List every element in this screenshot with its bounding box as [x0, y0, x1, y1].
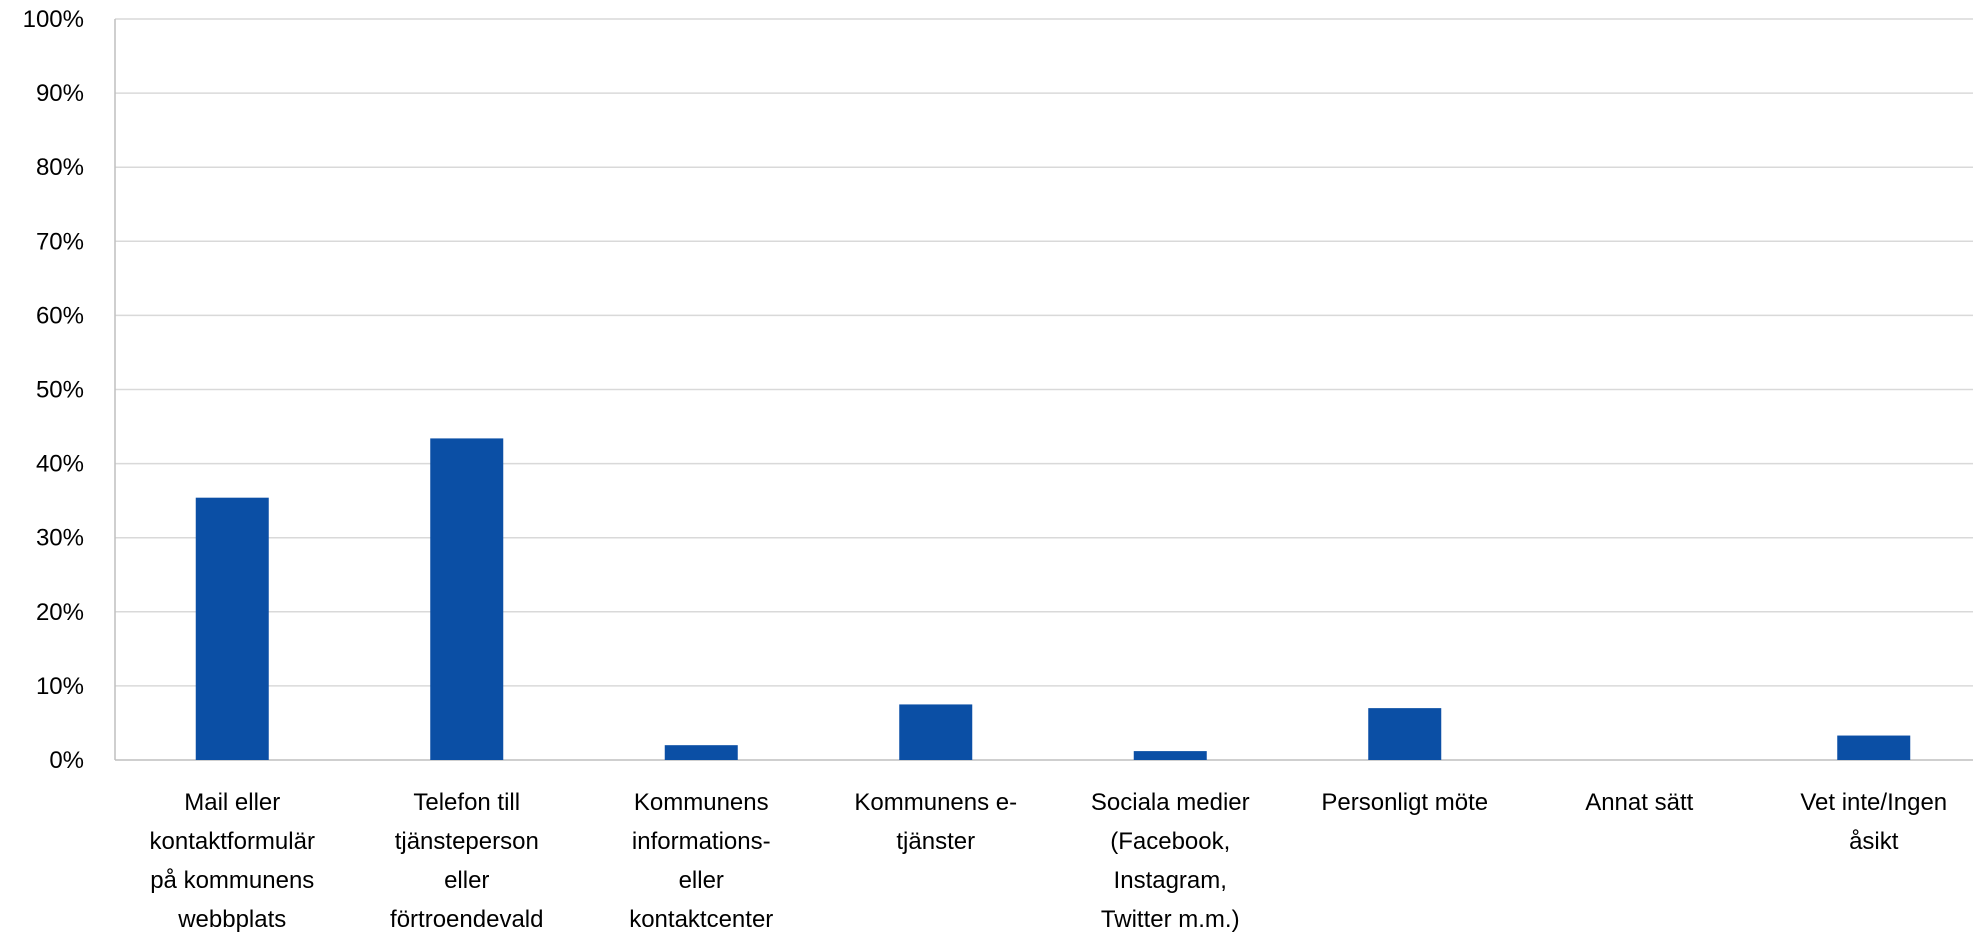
y-tick-label: 50% [36, 377, 84, 404]
x-category-label-line: Vet inte/Ingen [1800, 789, 1947, 816]
x-category-label: Personligt möte [1321, 789, 1488, 816]
x-axis-category-labels: Mail eller kontaktformulär på kommunens web… [150, 789, 1948, 933]
axes [114, 19, 1973, 761]
x-category-label-line: förtroendevald [390, 906, 543, 933]
y-tick-label: 30% [36, 525, 84, 552]
bar [430, 438, 504, 760]
x-category-label-line: på kommunens [150, 867, 314, 894]
x-category-label-line: Twitter m.m.) [1101, 906, 1240, 933]
y-tick-label: 70% [36, 228, 84, 255]
y-tick-label: 0% [49, 747, 84, 774]
y-tick-label: 60% [36, 302, 84, 329]
bar [664, 745, 738, 760]
bar [1133, 751, 1207, 760]
y-tick-label: 80% [36, 154, 84, 181]
x-category-label-line: informations- [632, 828, 771, 855]
x-category-label: Kommunens informations-eller kontaktcenter [629, 789, 773, 933]
bar [899, 704, 973, 760]
x-category-label-line: eller [444, 867, 489, 894]
x-category-label-line: kontaktcenter [629, 906, 773, 933]
x-category-label: Telefon till tjänsteperson eller förtroende… [390, 789, 543, 933]
bar [1368, 708, 1442, 760]
x-category-label-line: Mail eller [184, 789, 280, 816]
y-tick-label: 40% [36, 451, 84, 478]
x-category-label: Kommunens e-tjänster [854, 789, 1017, 855]
gridlines [115, 18, 1973, 687]
x-category-label: Mail eller kontaktformulär på kommunens web… [150, 789, 315, 933]
x-category-label-line: eller [679, 867, 724, 894]
bars [195, 438, 1911, 760]
x-category-label: Vet inte/Ingen åsikt [1800, 789, 1947, 855]
x-category-label-line: Kommunens e- [854, 789, 1017, 816]
x-category-label-line: webbplats [177, 906, 286, 933]
y-tick-label: 10% [36, 673, 84, 700]
x-category-label-line: kontaktformulär [150, 828, 315, 855]
bar [195, 497, 269, 760]
y-axis-tick-labels: 0% 10% 20% 30% 40% 50% 60% 70% 80% 90% 100% [23, 6, 84, 774]
y-tick-label: 20% [36, 599, 84, 626]
x-category-label-line: Telefon till [413, 789, 520, 816]
x-category-label-line: (Facebook, [1110, 828, 1230, 855]
x-category-label-line: tjänster [896, 828, 975, 855]
x-category-label-line: Sociala medier [1091, 789, 1250, 816]
x-category-label-line: Personligt möte [1321, 789, 1488, 816]
x-category-label-line: Annat sätt [1585, 789, 1693, 816]
x-category-label: Annat sätt [1585, 789, 1693, 816]
x-category-label-line: Instagram, [1114, 867, 1227, 894]
y-tick-label: 100% [23, 6, 84, 33]
bar [1837, 735, 1911, 760]
x-category-label: Sociala medier (Facebook, Instagram, Twitte… [1091, 789, 1250, 933]
x-category-label-line: Kommunens [634, 789, 769, 816]
x-category-label-line: åsikt [1849, 828, 1899, 855]
x-category-label-line: tjänsteperson [395, 828, 539, 855]
y-tick-label: 90% [36, 80, 84, 107]
